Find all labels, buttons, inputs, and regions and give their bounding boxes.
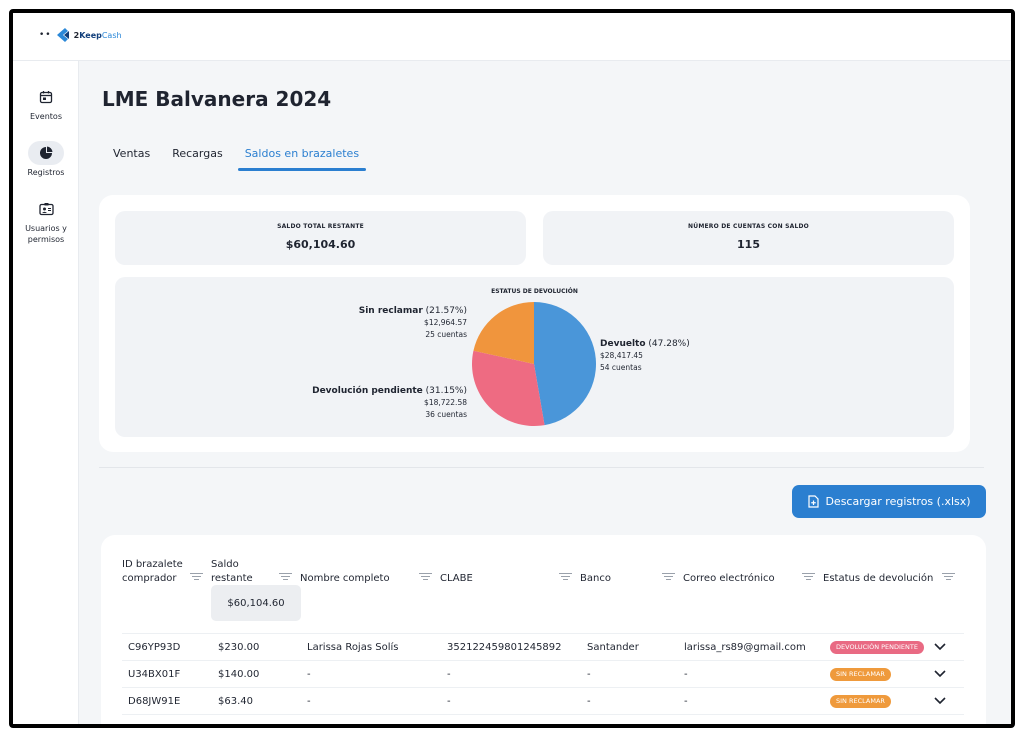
filter-icon[interactable] <box>279 573 292 581</box>
brand-name: 2KeepCash <box>73 30 122 40</box>
cell-bank: - <box>587 696 591 707</box>
id-card-icon <box>28 197 64 221</box>
main-content: LME Balvanera 2024 Ventas Recargas Saldo… <box>79 61 1011 724</box>
cell-name: - <box>307 669 311 680</box>
top-bar: •• 2KeepCash <box>13 13 1011 61</box>
filter-icon[interactable] <box>419 573 432 581</box>
column-header-balance: Saldo restante <box>211 559 253 584</box>
sidebar: Eventos Registros Usuarios y permisos <box>13 61 79 724</box>
logo-dots: •• <box>39 30 52 40</box>
chevron-down-icon[interactable] <box>934 696 946 706</box>
tab-saldos-en-brazaletes[interactable]: Saldos en brazaletes <box>234 145 370 171</box>
cell-bank: - <box>587 669 591 680</box>
column-header-id: ID brazalete comprador <box>122 559 183 584</box>
file-plus-icon <box>808 495 820 508</box>
status-badge: SIN RECLAMAR <box>830 695 891 708</box>
cell-id: D68JW91E <box>128 696 181 707</box>
sidebar-item-eventos[interactable]: Eventos <box>13 85 79 122</box>
table-row[interactable]: D68JW91E $63.40 - - - - SIN RECLAMAR <box>122 688 964 715</box>
cell-balance: $140.00 <box>218 669 260 680</box>
filter-icon[interactable] <box>559 573 572 581</box>
accounts-count-label: NÚMERO DE CUENTAS CON SALDO <box>688 223 809 230</box>
filter-icon[interactable] <box>942 573 955 581</box>
cell-id: C96YP93D <box>128 642 181 653</box>
accounts-count-box: NÚMERO DE CUENTAS CON SALDO 115 <box>543 211 954 265</box>
pie-chart-icon <box>28 141 64 165</box>
filter-icon[interactable] <box>662 573 675 581</box>
cell-email: larissa_rs89@gmail.com <box>684 642 806 653</box>
cell-balance: $63.40 <box>218 696 253 707</box>
column-header-status: Estatus de devolución <box>823 573 934 584</box>
tab-recargas[interactable]: Recargas <box>172 147 223 160</box>
total-balance-value: $60,104.60 <box>285 238 356 251</box>
column-header-email: Correo electrónico <box>683 573 775 584</box>
pie-slice-devuelto[interactable] <box>534 302 596 426</box>
tab-bar: Ventas Recargas Saldos en brazaletes <box>102 145 370 173</box>
accounts-count-value: 115 <box>737 238 760 251</box>
sidebar-item-label: Usuarios y permisos <box>25 224 67 244</box>
records-table: ID brazalete comprador Saldo restante Nomb… <box>101 535 986 724</box>
table-row[interactable]: U34BX01F $140.00 - - - - SIN RECLAMAR <box>122 661 964 688</box>
summary-card: SALDO TOTAL RESTANTE $60,104.60 NÚMERO D… <box>99 195 970 452</box>
cell-id: U34BX01F <box>128 669 181 680</box>
calendar-icon <box>28 85 64 109</box>
sidebar-item-usuarios[interactable]: Usuarios y permisos <box>13 197 79 245</box>
pie-slice-sin-reclamar[interactable] <box>473 302 534 364</box>
table-row[interactable]: C96YP93D $230.00 Larissa Rojas Solís 352… <box>122 634 964 661</box>
tab-ventas[interactable]: Ventas <box>113 147 151 160</box>
cell-clabe: - <box>447 696 451 707</box>
logo-chevron-icon <box>56 28 69 42</box>
pie-slice-devoluci-n-pendiente[interactable] <box>471 350 545 426</box>
status-badge: DEVOLUCIÓN PENDIENTE <box>830 641 924 654</box>
chevron-down-icon[interactable] <box>934 642 946 652</box>
cell-name: - <box>307 696 311 707</box>
pie-label-devuelto: Devuelto (47.28%) $28,417.45 54 cuentas <box>600 339 690 372</box>
sidebar-item-label: Registros <box>27 168 65 177</box>
status-badge: SIN RECLAMAR <box>830 668 891 681</box>
cell-email: - <box>684 696 688 707</box>
app-logo[interactable]: •• 2KeepCash <box>39 27 122 43</box>
total-balance-label: SALDO TOTAL RESTANTE <box>277 223 364 230</box>
pie-label-sin-reclamar: Sin reclamar (21.57%) $12,964.57 25 cuen… <box>358 306 467 339</box>
download-records-label: Descargar registros (.xlsx) <box>825 495 971 508</box>
pie-label-devolucion-pendiente: Devolución pendiente (31.15%) $18,722.58… <box>312 386 467 419</box>
filter-icon[interactable] <box>802 573 815 581</box>
chevron-down-icon[interactable] <box>934 669 946 679</box>
sidebar-item-label: Eventos <box>30 112 62 121</box>
header-divider <box>122 633 964 634</box>
column-header-bank: Banco <box>580 573 611 584</box>
cell-email: - <box>684 669 688 680</box>
column-header-clabe: CLABE <box>440 573 473 584</box>
pie-chart-panel: ESTATUS DE DEVOLUCIÓN Devuelto (47.28%) … <box>115 277 954 437</box>
cell-balance: $230.00 <box>218 642 260 653</box>
pie-chart <box>471 302 596 426</box>
page-title: LME Balvanera 2024 <box>102 87 332 111</box>
column-header-name: Nombre completo <box>300 573 390 584</box>
cell-clabe: 352122459801245892 <box>447 642 562 653</box>
app-window: •• 2KeepCash Eventos Registros Usua <box>9 9 1015 728</box>
chart-title: ESTATUS DE DEVOLUCIÓN <box>491 288 578 295</box>
sidebar-item-registros[interactable]: Registros <box>13 141 79 178</box>
total-balance-box: SALDO TOTAL RESTANTE $60,104.60 <box>115 211 526 265</box>
cell-name: Larissa Rojas Solís <box>307 642 399 653</box>
balance-total: $60,104.60 <box>211 585 301 621</box>
download-records-button[interactable]: Descargar registros (.xlsx) <box>792 485 986 518</box>
cell-clabe: - <box>447 669 451 680</box>
cell-bank: Santander <box>587 642 639 653</box>
section-divider <box>99 467 984 468</box>
filter-icon[interactable] <box>190 573 203 581</box>
